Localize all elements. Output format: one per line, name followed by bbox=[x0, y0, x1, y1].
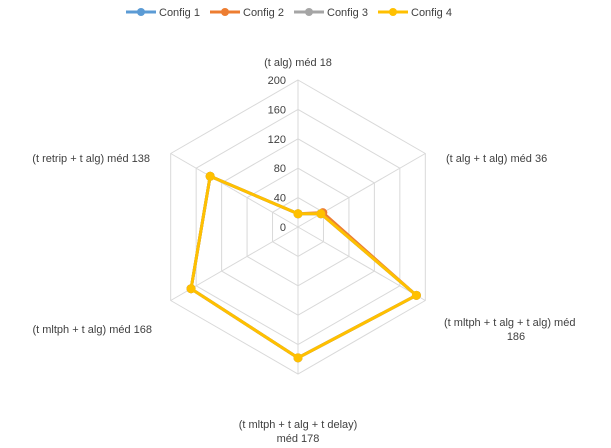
tick-label: 160 bbox=[268, 104, 286, 116]
category-label: (t alg + t alg) méd 36 bbox=[446, 153, 547, 165]
data-point bbox=[186, 284, 196, 294]
legend-marker bbox=[305, 8, 313, 16]
category-label: (t mltph + t alg + t alg) méd bbox=[444, 317, 575, 329]
radar-grid bbox=[170, 79, 426, 375]
series-line bbox=[189, 174, 418, 360]
category-label: (t retrip + t alg) méd 138 bbox=[32, 153, 150, 165]
data-point bbox=[316, 209, 326, 219]
tick-label: 80 bbox=[274, 163, 286, 175]
legend: Config 1 Config 2 Config 3 Config 4 bbox=[126, 7, 452, 19]
legend-label: Config 1 bbox=[159, 7, 200, 19]
legend-marker bbox=[137, 8, 145, 16]
category-label: méd 178 bbox=[277, 433, 320, 445]
tick-label: 120 bbox=[268, 134, 286, 146]
data-series bbox=[186, 171, 421, 363]
category-label: 186 bbox=[507, 331, 525, 343]
data-point bbox=[205, 171, 215, 181]
legend-marker bbox=[389, 8, 397, 16]
grid-spoke bbox=[297, 226, 426, 301]
data-point bbox=[293, 209, 303, 219]
legend-label: Config 3 bbox=[327, 7, 368, 19]
category-labels: (t alg) méd 18 (t alg + t alg) méd 36 (t m… bbox=[32, 57, 575, 445]
category-label: (t alg) méd 18 bbox=[264, 57, 332, 69]
data-point bbox=[411, 290, 421, 300]
data-point bbox=[293, 353, 303, 363]
tick-label: 200 bbox=[268, 75, 286, 87]
grid-spoke bbox=[170, 153, 299, 228]
tick-label: 0 bbox=[280, 222, 286, 234]
tick-label: 40 bbox=[274, 193, 286, 205]
legend-marker bbox=[221, 8, 229, 16]
legend-label: Config 2 bbox=[243, 7, 284, 19]
category-label: (t mltph + t alg + t delay) bbox=[239, 419, 358, 431]
legend-label: Config 4 bbox=[411, 7, 452, 19]
category-label: (t mltph + t alg) méd 168 bbox=[32, 324, 152, 336]
radial-tick-labels: 0 40 80 120 160 200 bbox=[268, 75, 286, 234]
